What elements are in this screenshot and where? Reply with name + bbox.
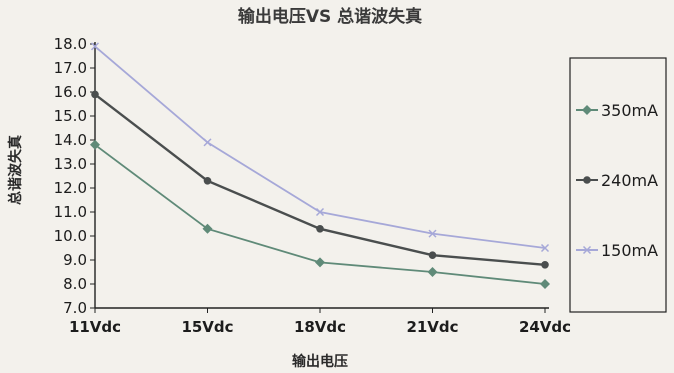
legend: 350mA 240mA 150mA (576, 101, 658, 260)
data-point (203, 138, 212, 147)
data-point (540, 279, 550, 289)
legend-item-350mA: 350mA (576, 101, 658, 120)
data-point (540, 243, 550, 253)
legend-label: 350mA (601, 101, 658, 120)
y-tick-label: 16.0 (54, 83, 87, 101)
y-tick-label: 11.0 (54, 203, 87, 221)
data-point (316, 225, 324, 233)
x-tick-label: 11Vdc (69, 318, 121, 336)
data-point (582, 105, 592, 115)
data-point (90, 139, 100, 150)
x-tick-label: 15Vdc (181, 318, 233, 336)
legend-item-150mA: 150mA (576, 241, 658, 260)
axes: 18.0 17.0 16.0 15.0 14.0 13.0 12.0 11.0 10.0 9.0 8… (54, 35, 571, 336)
data-point (91, 90, 99, 99)
data-point-stroke (428, 229, 437, 238)
data-point-stroke (315, 207, 325, 217)
data-point-stroke (203, 138, 212, 147)
series-240mA (91, 90, 549, 269)
data-point (541, 261, 549, 269)
chart-title: 输出电压VS 总谐波失真 (238, 6, 422, 27)
legend-label: 150mA (601, 241, 658, 260)
data-point (427, 267, 438, 277)
y-tick-label: 15.0 (54, 107, 87, 125)
data-point (202, 223, 213, 234)
y-tick-label: 8.0 (63, 275, 87, 293)
data-point (582, 245, 592, 255)
series-layer (90, 42, 550, 289)
data-point-stroke (582, 245, 592, 255)
series-350mA (90, 139, 550, 289)
data-point (203, 177, 212, 185)
data-point-stroke (540, 243, 550, 253)
y-tick-label: 13.0 (54, 155, 87, 173)
y-tick-label: 18.0 (54, 35, 87, 53)
x-tick-label: 18Vdc (294, 318, 346, 336)
y-tick-label: 17.0 (54, 59, 87, 77)
y-tick-label: 10.0 (54, 227, 87, 245)
legend-box (569, 57, 667, 313)
y-axis-label: 总谐波失真 (7, 135, 24, 205)
legend-label: 240mA (601, 171, 658, 190)
data-point (428, 229, 437, 238)
data-point (90, 42, 100, 51)
x-tick-label: 21Vdc (406, 318, 458, 336)
y-tick-label: 12.0 (54, 179, 87, 197)
y-tick-label: 9.0 (63, 251, 87, 269)
data-point (583, 176, 591, 184)
y-tick-label: 7.0 (63, 299, 87, 317)
data-point (315, 257, 325, 268)
data-point (315, 207, 325, 217)
data-point-stroke (90, 42, 100, 51)
y-tick-label: 14.0 (54, 131, 87, 149)
x-tick-label: 24Vdc (519, 318, 571, 336)
legend-item-240mA: 240mA (576, 171, 658, 190)
data-point (428, 251, 437, 259)
series-150mA (90, 42, 550, 253)
x-axis-label: 输出电压 (292, 353, 348, 370)
